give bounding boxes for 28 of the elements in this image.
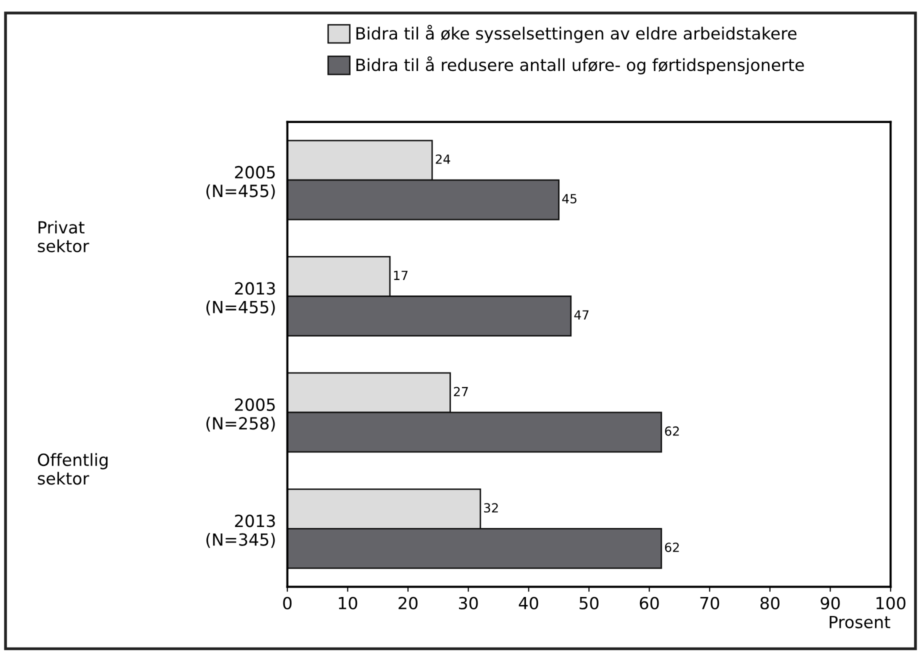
x-tick-label: 60	[640, 596, 659, 610]
x-axis-title: Prosent	[830, 616, 890, 628]
y-tick-label: 2005 (N=455)	[206, 166, 275, 200]
y-tick-label: 2013 (N=455)	[206, 282, 275, 316]
data-label: 17	[394, 270, 408, 280]
x-tick-label: 80	[760, 596, 780, 610]
x-tick-label: 40	[518, 596, 538, 610]
data-label: 32	[484, 503, 498, 513]
x-tick-label: 0	[283, 596, 292, 610]
y-tick-label: 2005 (N=258)	[206, 398, 275, 432]
x-tick-label: 70	[700, 596, 720, 610]
x-tick-label: 30	[458, 596, 478, 610]
data-label: 24	[436, 154, 450, 164]
data-label: 62	[665, 542, 679, 552]
text: Offentlig sektor	[38, 453, 108, 485]
data-label: 62	[665, 426, 679, 436]
x-tick-label: 10	[338, 596, 358, 610]
x-tick-label: 50	[580, 596, 598, 610]
legend-label: Bidra til å øke sysselsettingen av eldre arbeidstakere	[356, 24, 796, 43]
x-tick-label: 90	[820, 596, 840, 610]
legend-label: Bidra til å redusere antall uføre- og førtidspensjonerte	[356, 56, 804, 74]
text: Privat sektor	[38, 220, 90, 252]
data-label: 45	[562, 194, 576, 204]
y-tick-label: 2013 (N=345)	[206, 514, 275, 548]
x-tick-label: 100	[876, 596, 906, 610]
x-tick-label: 20	[398, 596, 418, 610]
data-label: 27	[454, 386, 468, 396]
data-label: 47	[574, 310, 588, 320]
